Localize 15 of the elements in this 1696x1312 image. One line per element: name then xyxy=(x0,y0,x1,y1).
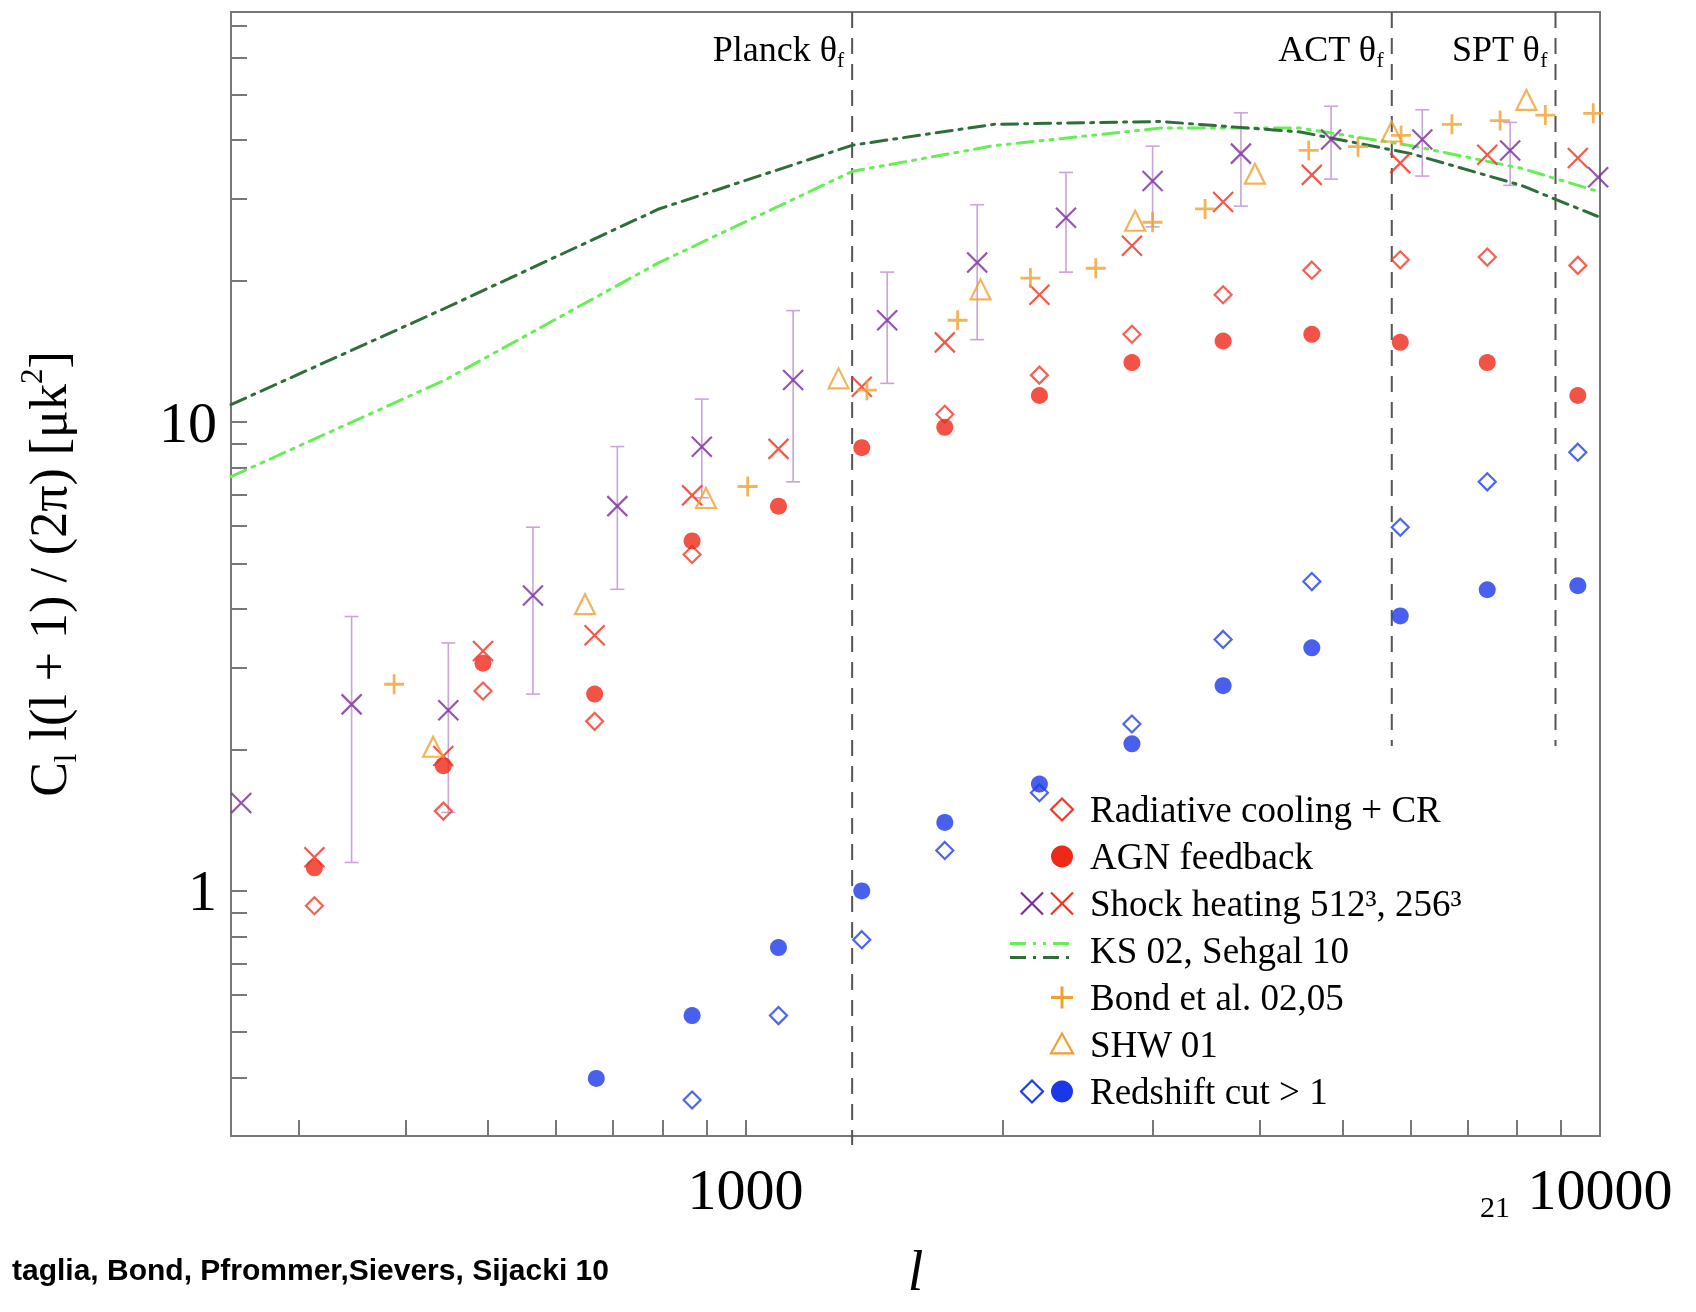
legend-label: Shock heating 512³, 256³ xyxy=(1090,883,1462,924)
text: 21 xyxy=(1480,1189,1510,1223)
legend-label: Bond et al. 02,05 xyxy=(1090,977,1344,1018)
x-axis-title: l xyxy=(907,1240,924,1302)
y-axis-title: Cl l(l + 1) / (2π) [μk2] xyxy=(14,351,83,797)
text: taglia, Bond, Pfrommer,Sievers, Sijacki 10 xyxy=(12,1252,609,1286)
legend-label: Redshift cut > 1 xyxy=(1090,1071,1328,1112)
legend-label: Radiative cooling + CR xyxy=(1090,789,1442,830)
legend-label: AGN feedback xyxy=(1090,836,1314,877)
legend-label: KS 02, Sehgal 10 xyxy=(1090,930,1349,971)
x-tick-label: 10000 xyxy=(1527,1156,1673,1222)
x-tick-label: 1000 xyxy=(687,1156,804,1222)
y-tick-label: 1 xyxy=(188,858,217,924)
legend-label: SHW 01 xyxy=(1090,1024,1218,1065)
y-tick-label: 10 xyxy=(159,389,217,455)
